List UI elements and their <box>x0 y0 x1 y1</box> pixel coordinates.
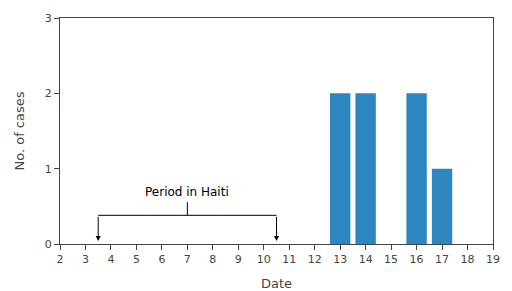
svg-text:3: 3 <box>82 253 89 266</box>
svg-text:3: 3 <box>45 12 52 25</box>
svg-text:2: 2 <box>57 253 64 266</box>
svg-text:4: 4 <box>107 253 114 266</box>
svg-text:7: 7 <box>184 253 191 266</box>
svg-text:6: 6 <box>158 253 165 266</box>
svg-text:5: 5 <box>133 253 140 266</box>
svg-text:18: 18 <box>461 253 475 266</box>
svg-text:9: 9 <box>235 253 242 266</box>
svg-text:19: 19 <box>486 253 500 266</box>
svg-text:No. of cases: No. of cases <box>12 91 27 170</box>
svg-text:Period in Haiti: Period in Haiti <box>145 185 229 199</box>
svg-text:8: 8 <box>209 253 216 266</box>
svg-text:14: 14 <box>359 253 373 266</box>
svg-text:Date: Date <box>261 276 292 291</box>
svg-text:10: 10 <box>257 253 271 266</box>
svg-text:2: 2 <box>45 87 52 100</box>
svg-text:12: 12 <box>308 253 322 266</box>
svg-text:0: 0 <box>45 238 52 251</box>
svg-text:16: 16 <box>410 253 424 266</box>
svg-text:17: 17 <box>435 253 449 266</box>
svg-text:11: 11 <box>282 253 296 266</box>
svg-text:13: 13 <box>333 253 347 266</box>
svg-text:15: 15 <box>384 253 398 266</box>
svg-text:1: 1 <box>45 163 52 176</box>
